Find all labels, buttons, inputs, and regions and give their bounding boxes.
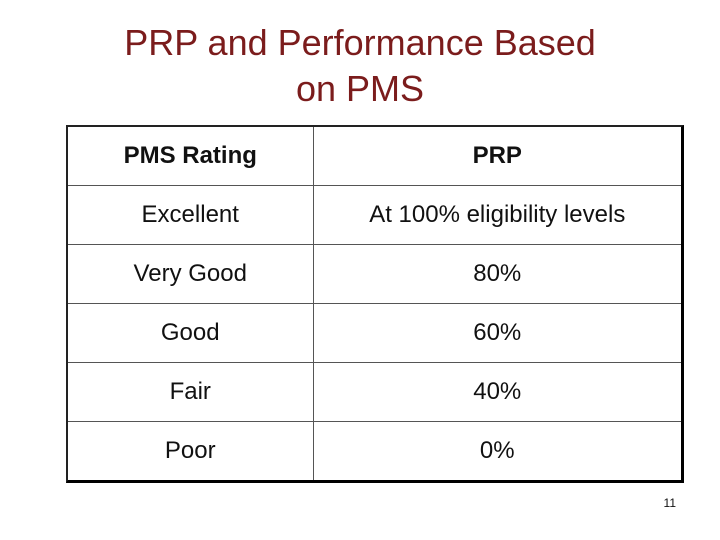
column-header-prp: PRP — [313, 127, 681, 186]
table-row: Poor 0% — [68, 421, 681, 480]
slide-title-line2: on PMS — [295, 68, 425, 109]
prp-cell: At 100% eligibility levels — [313, 185, 681, 245]
column-header-pms-rating: PMS Rating — [68, 127, 314, 186]
table-row: Good 60% — [68, 303, 681, 364]
table-header-row: PMS Rating PRP — [68, 127, 681, 186]
table-row: Very Good 80% — [68, 244, 681, 304]
prp-cell: 0% — [479, 437, 515, 465]
rating-cell: Fair — [68, 362, 314, 423]
table-row: Fair 40% — [68, 362, 681, 423]
prp-cell: 80% — [313, 244, 681, 304]
slide-title: PRP and Performance Based on PMS — [0, 20, 720, 112]
table-row: Excellent At 100% eligibility levels — [68, 185, 681, 245]
rating-cell: Good — [68, 303, 314, 364]
prp-cell: 60% — [313, 303, 681, 364]
rating-cell: Very Good — [68, 244, 314, 304]
page-number: 11 — [663, 496, 676, 510]
prp-cell: 40% — [313, 362, 681, 423]
rating-cell: Excellent — [68, 185, 314, 245]
slide-title-line1: PRP and Performance Based — [124, 22, 596, 63]
rating-cell: Poor — [68, 421, 314, 480]
rating-table: PMS Rating PRP Excellent At 100% eligibi… — [66, 125, 684, 483]
